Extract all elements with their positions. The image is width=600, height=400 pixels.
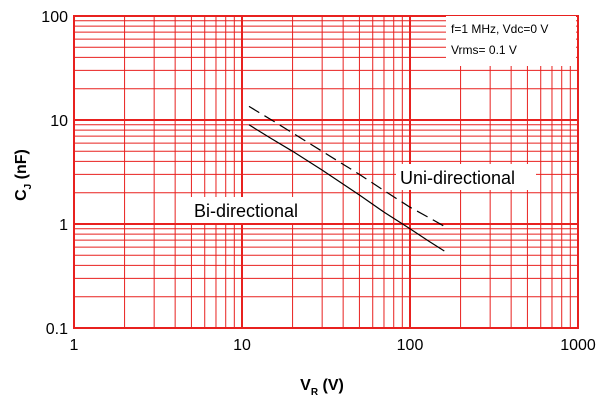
- y-tick-label: 10: [50, 113, 68, 130]
- grid: [73, 15, 579, 329]
- bi-directional-label-background: [188, 197, 314, 223]
- x-axis-title-unit: (V): [318, 377, 344, 394]
- x-tick-label: 100: [397, 337, 424, 354]
- y-tick-label: 100: [41, 9, 68, 26]
- series: [248, 105, 445, 252]
- series-labels: Bi-directional Uni-directional: [188, 164, 536, 223]
- conditions-box-background: [446, 16, 576, 66]
- y-axis-title: CJ (nF): [13, 149, 34, 201]
- x-axis-title: VR (V): [300, 377, 344, 398]
- y-tick-label: 1: [59, 217, 68, 234]
- y-tick-label: 0.1: [46, 321, 68, 338]
- conditions-line-2: Vrms= 0.1 V: [451, 43, 517, 57]
- x-axis-title-subscript: R: [311, 387, 319, 398]
- y-axis-title-main: C: [13, 189, 30, 201]
- x-tick-label: 1: [70, 337, 79, 354]
- uni-directional-label: Uni-directional: [400, 168, 515, 188]
- bi-directional-label: Bi-directional: [194, 201, 298, 221]
- x-tick-label: 10: [233, 337, 251, 354]
- bi-directional-series-line: [248, 124, 445, 252]
- uni-directional-series-line: [248, 105, 445, 227]
- x-axis-title-main: V: [300, 377, 311, 394]
- uni-directional-label-background: [396, 164, 536, 190]
- y-axis-title-unit: (nF): [13, 149, 30, 184]
- x-tick-label: 1000: [560, 337, 596, 354]
- plot-frame: [73, 15, 579, 329]
- conditions-box: f=1 MHz, Vdc=0 V Vrms= 0.1 V: [446, 16, 576, 66]
- y-axis-title-subscript: J: [23, 184, 34, 190]
- conditions-line-1: f=1 MHz, Vdc=0 V: [451, 22, 548, 36]
